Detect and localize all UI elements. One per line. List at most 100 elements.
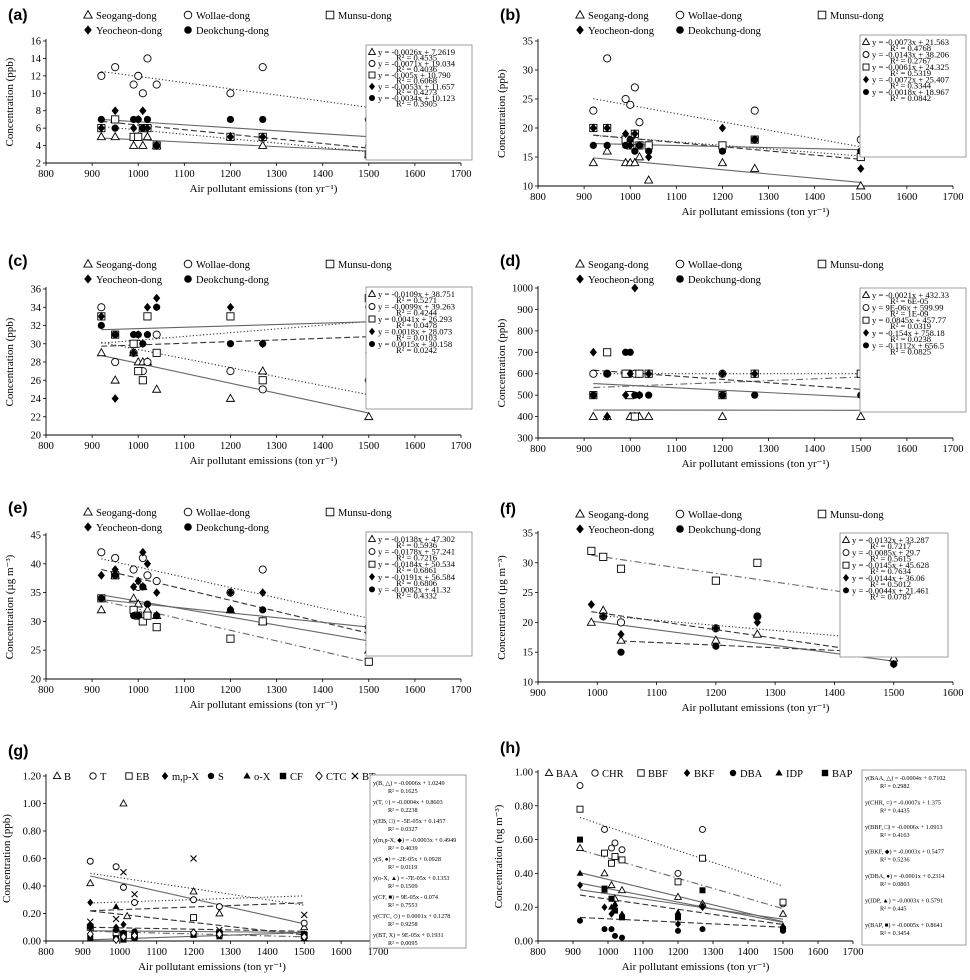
data-point-seogang-dong bbox=[364, 411, 374, 421]
data-point-dba bbox=[675, 927, 681, 934]
regression-equation-box bbox=[369, 774, 467, 949]
x-tick-label: 1200 bbox=[220, 685, 241, 696]
x-tick-label: 1100 bbox=[666, 444, 687, 455]
trendline-wollae-dong bbox=[101, 558, 369, 619]
data-point-b bbox=[300, 922, 309, 931]
y-tick-label: 10 bbox=[31, 89, 42, 100]
legend-label: CTC bbox=[326, 772, 346, 783]
legend-symbol bbox=[83, 258, 93, 268]
x-tick-label: 800 bbox=[38, 441, 54, 452]
data-point-munsu-dong bbox=[258, 376, 267, 385]
data-point-seogang-dong bbox=[856, 411, 866, 420]
data-point-yeocheon-dong bbox=[259, 132, 267, 142]
data-point-dba bbox=[608, 926, 615, 933]
data-point-yeocheon-dong bbox=[603, 123, 611, 133]
y-tick-label: 36 bbox=[31, 285, 42, 296]
trendline-idp bbox=[579, 889, 784, 920]
y-tick-label: 30 bbox=[523, 558, 534, 569]
data-point-deokchung-dong bbox=[622, 141, 630, 149]
x-tick-label: 1000 bbox=[128, 685, 149, 696]
y-tick-label: 0.60 bbox=[23, 854, 41, 865]
chart-panel-d: (d) 800 900 1000 1100 1200 1300 1400 1500 1600 170… bbox=[496, 253, 967, 470]
trendline-deokchung-dong bbox=[593, 382, 861, 398]
data-point-munsu-dong bbox=[753, 558, 762, 567]
y-tick-label: 15 bbox=[523, 153, 534, 164]
data-point-munsu-dong bbox=[616, 564, 626, 573]
legend-symbol bbox=[83, 9, 93, 19]
legend-symbol bbox=[184, 275, 192, 283]
x-tick-label: 1100 bbox=[146, 947, 167, 958]
x-tick-label: 1400 bbox=[312, 441, 333, 452]
regression-equation: y = -0.0018x + 18.967 bbox=[872, 87, 950, 97]
equation-symbol bbox=[369, 341, 375, 347]
equation-symbol bbox=[368, 71, 376, 79]
regression-equation: y = -0.0138x + 47.302 bbox=[378, 534, 455, 544]
legend-label: Seogang-dong bbox=[588, 11, 649, 22]
data-point-bbf bbox=[576, 805, 584, 813]
x-tick-label: 800 bbox=[38, 685, 54, 696]
legend-symbol bbox=[84, 25, 92, 35]
trendline-dba bbox=[579, 916, 784, 928]
data-point-yeocheon-dong bbox=[626, 141, 634, 150]
x-axis-title: Air pollutant emissions (ton yr⁻¹) bbox=[190, 699, 338, 711]
y-tick-label: 10 bbox=[523, 182, 534, 193]
data-point-yeocheon-dong bbox=[622, 390, 630, 400]
legend-symbol bbox=[52, 771, 62, 780]
legend-label: CF bbox=[290, 772, 303, 783]
data-point-deokchung-dong bbox=[139, 340, 147, 348]
data-point-idp bbox=[576, 869, 584, 876]
regression-equation: y = -0.0132x + 33.287 bbox=[852, 535, 930, 545]
data-point-seogang-dong bbox=[110, 375, 120, 384]
r-squared: R² = 0.4332 bbox=[396, 590, 437, 600]
data-point-t bbox=[300, 919, 308, 927]
regression-equation: y(CHR, ○) = -0.0007x + 1.375 bbox=[865, 800, 941, 807]
y-tick-label: 0.80 bbox=[515, 801, 533, 812]
y-tick-label: 35 bbox=[523, 529, 534, 540]
y-tick-label: 20 bbox=[523, 124, 534, 135]
data-point-deokchung-dong bbox=[143, 600, 152, 608]
y-tick-label: 1.20 bbox=[23, 772, 41, 783]
data-point-dba bbox=[601, 926, 608, 933]
legend-symbol bbox=[325, 259, 335, 269]
data-point-wollae-dong bbox=[152, 80, 161, 89]
panel-label: (d) bbox=[500, 253, 520, 270]
y-tick-label: 0.00 bbox=[23, 937, 41, 948]
data-point-deokchung-dong bbox=[635, 391, 644, 399]
x-tick-label: 1100 bbox=[646, 688, 667, 699]
regression-equation: y = -0.0021x + 432.33 bbox=[872, 290, 949, 300]
legend-symbol bbox=[576, 274, 584, 284]
data-point-seogang-dong bbox=[602, 146, 612, 155]
chart-panel-e: (e) 800 900 1000 1100 1200 1300 1400 1500 1600 170… bbox=[4, 500, 473, 711]
data-point-yeocheon-dong bbox=[617, 629, 625, 639]
regression-equation: y(EB, □) = -5E-05x + 0.1457 bbox=[373, 818, 445, 825]
data-point-idp bbox=[699, 901, 706, 908]
legend-label: Wollae-dong bbox=[688, 510, 743, 521]
data-point-seogang-dong bbox=[643, 411, 654, 420]
y-tick-label: 2 bbox=[36, 159, 41, 170]
legend-label: Wollae-dong bbox=[196, 508, 251, 519]
data-point-chr bbox=[699, 826, 706, 833]
trendline-munsu-dong bbox=[101, 320, 369, 344]
x-tick-label: 1300 bbox=[765, 688, 786, 699]
data-point-idp bbox=[611, 900, 619, 907]
equation-symbol bbox=[842, 561, 850, 569]
data-point-yeocheon-dong bbox=[599, 612, 607, 621]
x-tick-label: 800 bbox=[38, 947, 54, 958]
data-point-bap bbox=[577, 836, 583, 843]
x-tick-label: 1500 bbox=[358, 441, 379, 452]
regression-equation: y = 9E-06x + 599.99 bbox=[872, 303, 944, 313]
data-point-seogang-dong bbox=[128, 593, 139, 602]
data-point-seogang-dong bbox=[749, 163, 760, 172]
y-tick-label: 30 bbox=[31, 617, 42, 628]
data-point-baa bbox=[600, 868, 609, 877]
legend-label: Deokchung-dong bbox=[196, 275, 270, 286]
regression-equation: y = -0.0109x + 38.751 bbox=[378, 289, 455, 299]
data-point-dba bbox=[577, 917, 583, 924]
data-point-yeocheon-dong bbox=[226, 132, 235, 142]
x-tick-label: 1600 bbox=[943, 688, 964, 699]
equation-symbol bbox=[369, 573, 375, 581]
regression-equation: y(DBA, ●) = -0.0001x + 0.2314 bbox=[865, 873, 944, 880]
data-point-munsu-dong bbox=[134, 132, 143, 141]
x-tick-label: 1500 bbox=[773, 947, 794, 958]
data-point-wollae-dong bbox=[621, 94, 630, 104]
